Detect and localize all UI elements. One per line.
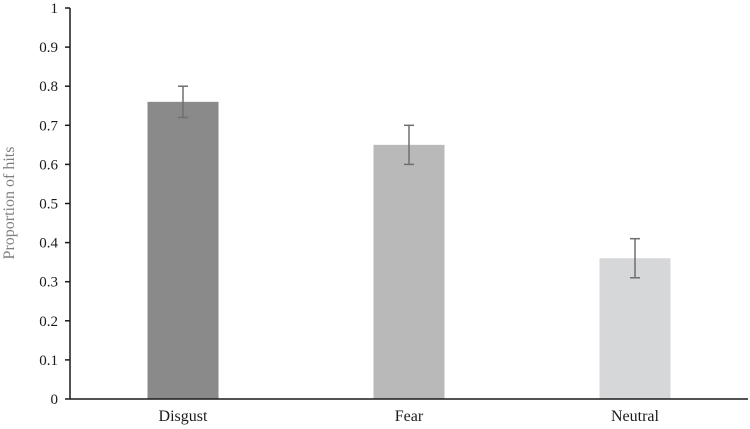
y-tick-label: 0.8 <box>39 79 58 95</box>
y-tick-label: 1 <box>51 1 59 17</box>
y-tick-label: 0.5 <box>39 197 58 213</box>
y-tick-label: 0.3 <box>39 275 58 291</box>
y-tick-label: 0.6 <box>39 157 58 173</box>
bar-disgust <box>147 101 219 399</box>
y-tick-label: 0.7 <box>39 118 58 134</box>
y-tick-label: 0.1 <box>39 353 58 369</box>
y-axis-title: Proportion of hits <box>1 147 18 260</box>
error-bars <box>178 85 640 279</box>
y-tick-label: 0.4 <box>39 236 58 252</box>
y-tick-label: 0.2 <box>39 314 58 330</box>
x-tick-label-fear: Fear <box>395 408 424 425</box>
bars <box>147 101 671 399</box>
y-tick-label: 0.9 <box>39 40 58 56</box>
x-tick-label-disgust: Disgust <box>159 408 208 425</box>
bar-fear <box>373 144 445 399</box>
y-tick-label: 0 <box>51 392 59 408</box>
x-tick-label-neutral: Neutral <box>611 408 660 425</box>
bar-neutral <box>599 258 671 399</box>
x-axis-labels: Disgust Fear Neutral <box>159 408 660 425</box>
y-axis-ticks: 0 0.1 0.2 0.3 0.4 0.5 0.6 0.7 0.8 0.9 1 <box>39 1 70 408</box>
